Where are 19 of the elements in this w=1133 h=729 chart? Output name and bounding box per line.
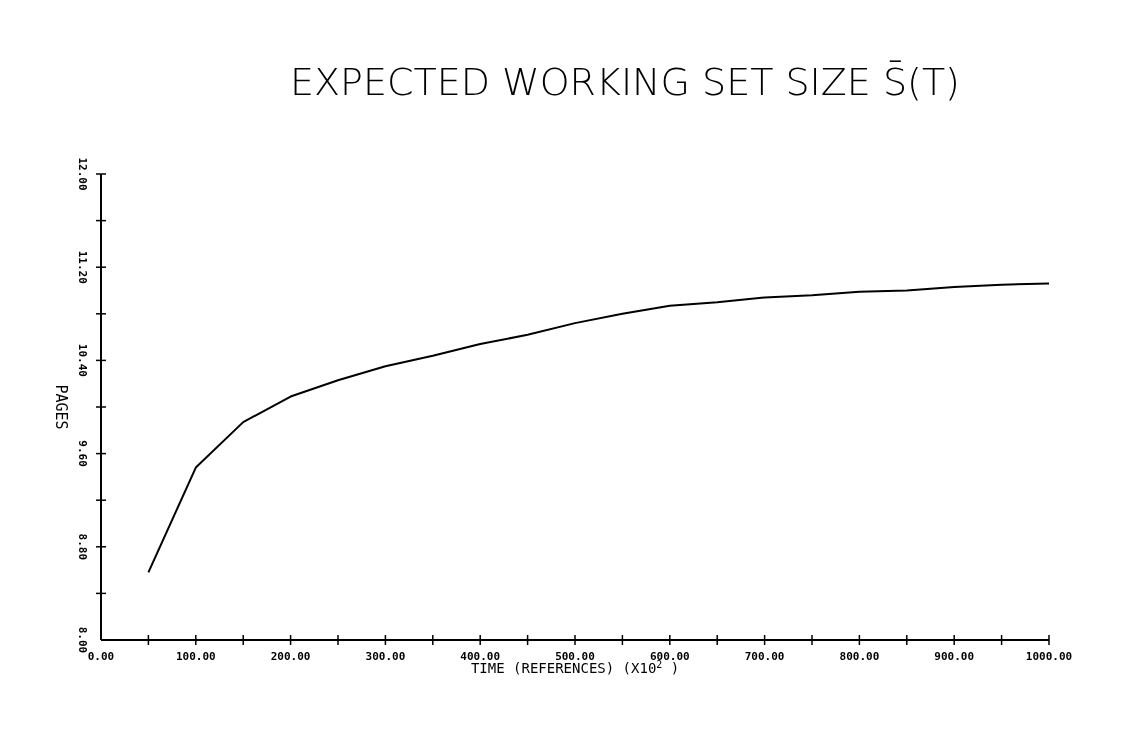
- x-tick-label: 500.00: [555, 650, 595, 663]
- x-tick-label: 1000.00: [1025, 650, 1073, 663]
- y-axis-title: PAGES: [52, 384, 70, 430]
- line-series: [147, 282, 1050, 574]
- x-tick-label: 0.00: [87, 650, 115, 663]
- x-tick-label: 400.00: [460, 650, 501, 663]
- y-tick-label: 12.00: [76, 157, 89, 191]
- y-tick-label: 8.80: [76, 533, 89, 561]
- y-tick-label: 11.20: [76, 250, 89, 284]
- x-tick-label: 700.00: [744, 650, 785, 663]
- x-tick-label: 300.00: [365, 650, 406, 663]
- x-tick-label: 900.00: [934, 650, 975, 663]
- x-tick-label: 800.00: [839, 650, 880, 663]
- y-tick-label: 9.60: [76, 440, 89, 467]
- chart-title: EXPECTED WORKING SET SIZE S̄(T): [290, 60, 960, 104]
- x-tick-label: 200.00: [270, 650, 311, 663]
- x-tick-label: 100.00: [175, 650, 216, 663]
- y-tick-label: 8.00: [76, 626, 89, 654]
- y-tick-label: 10.40: [76, 343, 89, 377]
